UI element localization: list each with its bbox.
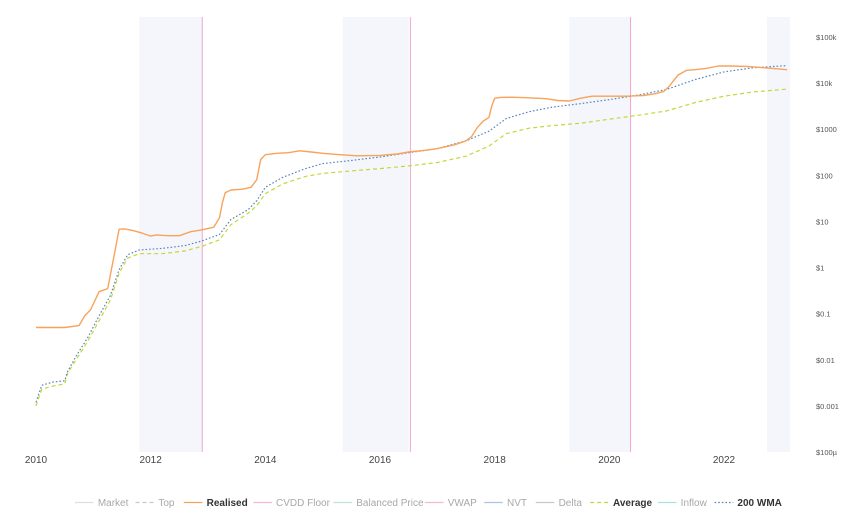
x-axis-ticks: 2010 2012 2014 2016 2018 2020 2022 bbox=[25, 455, 736, 466]
legend[interactable]: Market Top Realised CVDD Floor Balanced Pric… bbox=[75, 498, 782, 509]
x-tick-label: 2010 bbox=[25, 455, 48, 466]
y-tick-label: $100k bbox=[816, 33, 837, 42]
legend-item-balanced-price[interactable]: Balanced Price bbox=[333, 498, 424, 509]
y-tick-label: $10 bbox=[816, 217, 829, 226]
shaded-region bbox=[569, 17, 632, 452]
legend-label: Market bbox=[98, 498, 129, 509]
x-tick-label: 2014 bbox=[254, 455, 277, 466]
legend-item-nvt[interactable]: NVT bbox=[484, 498, 527, 509]
x-tick-label: 2022 bbox=[713, 455, 736, 466]
y-axis-ticks: $100k $10k $1000 $100 $10 $1 $0.1 $0.01 $0.001 $1… bbox=[816, 33, 839, 457]
legend-item-vwap[interactable]: VWAP bbox=[424, 498, 477, 509]
legend-label: Delta bbox=[559, 498, 583, 509]
legend-item-market[interactable]: Market bbox=[75, 498, 129, 509]
legend-item-200-wma[interactable]: 200 WMA bbox=[714, 498, 782, 509]
series-lines bbox=[35, 65, 788, 407]
y-tick-label: $0.001 bbox=[816, 402, 839, 411]
series-line-average bbox=[35, 88, 788, 407]
y-tick-label: $0.01 bbox=[816, 356, 835, 365]
x-tick-label: 2018 bbox=[484, 455, 507, 466]
legend-label: Realised bbox=[207, 498, 248, 509]
x-tick-label: 2020 bbox=[598, 455, 621, 466]
legend-label: Balanced Price bbox=[356, 498, 424, 509]
legend-label: VWAP bbox=[448, 498, 477, 509]
x-tick-label: 2016 bbox=[369, 455, 392, 466]
y-tick-label: $1000 bbox=[816, 125, 837, 134]
y-tick-label: $100µ bbox=[816, 448, 838, 457]
legend-label: 200 WMA bbox=[737, 498, 781, 509]
y-tick-label: $0.1 bbox=[816, 310, 831, 319]
y-tick-label: $1 bbox=[816, 264, 824, 273]
shaded-region bbox=[139, 17, 203, 452]
halving-lines bbox=[201, 17, 632, 452]
legend-label: CVDD Floor bbox=[276, 498, 331, 509]
x-tick-label: 2012 bbox=[140, 455, 163, 466]
legend-label: Top bbox=[158, 498, 175, 509]
shaded-regions bbox=[139, 17, 790, 452]
shaded-region bbox=[342, 17, 409, 452]
legend-item-top[interactable]: Top bbox=[135, 498, 175, 509]
legend-item-inflow[interactable]: Inflow bbox=[657, 498, 708, 509]
y-tick-label: $10k bbox=[816, 79, 833, 88]
legend-item-realised[interactable]: Realised bbox=[183, 498, 248, 509]
series-line-realised bbox=[36, 65, 788, 329]
legend-label: Average bbox=[613, 498, 653, 509]
y-tick-label: $100 bbox=[816, 171, 833, 180]
legend-item-average[interactable]: Average bbox=[590, 498, 653, 509]
legend-item-delta[interactable]: Delta bbox=[535, 498, 583, 509]
legend-label: Inflow bbox=[681, 498, 708, 509]
legend-label: NVT bbox=[507, 498, 527, 509]
legend-item-cvdd-floor[interactable]: CVDD Floor bbox=[253, 498, 331, 509]
shaded-region bbox=[767, 17, 790, 452]
